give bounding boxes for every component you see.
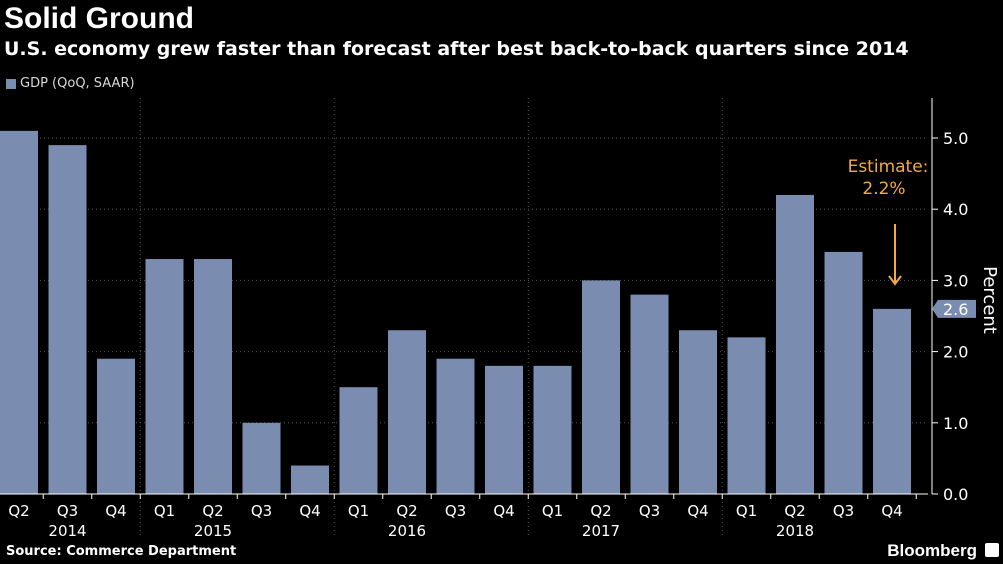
- chart-title: Solid Ground: [4, 2, 194, 35]
- bar: [388, 330, 426, 494]
- y-axis-title: Percent: [979, 266, 1000, 334]
- bar: [727, 337, 766, 494]
- bar: [97, 358, 135, 494]
- bar: [145, 259, 184, 494]
- x-tick-label: Q1: [348, 502, 369, 520]
- last-value-callout: [932, 299, 976, 318]
- year-label: 2018: [776, 522, 814, 540]
- bar: [630, 294, 669, 494]
- bar: [48, 145, 87, 494]
- x-tick-label: Q3: [639, 502, 660, 520]
- bar: [824, 251, 863, 494]
- year-label: 2017: [582, 522, 620, 540]
- bar: [582, 280, 620, 494]
- year-label: 2015: [194, 522, 232, 540]
- bar: [0, 130, 38, 494]
- y-tick-label: 2.0: [943, 343, 968, 362]
- x-tick-label: Q2: [396, 502, 417, 520]
- x-tick-label: Q4: [881, 502, 902, 520]
- bar: [873, 308, 911, 494]
- year-label: 2016: [388, 522, 426, 540]
- bar: [339, 387, 378, 494]
- x-tick-label: Q2: [784, 502, 805, 520]
- legend: GDP (QoQ, SAAR): [6, 76, 135, 91]
- x-tick-label: Q3: [445, 502, 466, 520]
- x-tick-label: Q1: [154, 502, 175, 520]
- bar: [291, 465, 329, 494]
- y-tick-label: 4.0: [943, 200, 968, 219]
- x-tick-label: Q2: [202, 502, 223, 520]
- bar: [194, 259, 232, 494]
- x-tick-label: Q3: [251, 502, 272, 520]
- bar: [436, 358, 475, 494]
- bar: [242, 422, 281, 494]
- annotation-value: 2.2%: [862, 179, 905, 199]
- bar: [533, 365, 572, 494]
- year-label: 2014: [48, 522, 86, 540]
- legend-label: GDP (QoQ, SAAR): [20, 76, 135, 91]
- bar: [776, 194, 814, 494]
- x-tick-label: Q4: [105, 502, 126, 520]
- x-tick-label: Q1: [736, 502, 757, 520]
- x-tick-label: Q3: [57, 502, 78, 520]
- annotation-arrow-head: [888, 275, 902, 286]
- y-tick-label: 5.0: [943, 129, 968, 148]
- bar: [485, 365, 523, 494]
- legend-swatch: [6, 78, 16, 89]
- y-tick-label: 1.0: [943, 414, 968, 433]
- source-note: Source: Commerce Department: [6, 544, 237, 559]
- x-tick-label: Q1: [542, 502, 563, 520]
- annotation-text: Estimate:: [848, 157, 929, 177]
- x-tick-label: Q2: [8, 502, 29, 520]
- y-tick-label: 3.0: [943, 271, 968, 290]
- x-tick-label: Q3: [833, 502, 854, 520]
- chart-subtitle: U.S. economy grew faster than forecast a…: [4, 38, 909, 60]
- brand-logo-text: Bloomberg: [887, 541, 977, 560]
- x-tick-label: Q4: [687, 502, 708, 520]
- bloomberg-terminal-icon: [985, 543, 999, 557]
- x-tick-label: Q4: [493, 502, 514, 520]
- bar: [679, 330, 717, 494]
- y-tick-label: 0.0: [943, 485, 968, 504]
- x-tick-label: Q4: [299, 502, 320, 520]
- x-tick-label: Q2: [590, 502, 611, 520]
- last-value-label: 2.6: [943, 300, 968, 319]
